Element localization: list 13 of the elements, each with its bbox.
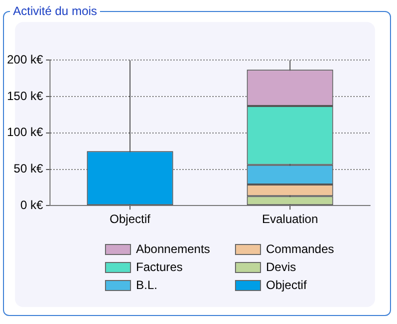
legend-label: Objectif: [266, 278, 307, 292]
y-tick-label: 50 k€: [14, 162, 44, 176]
chart-title: Activité du mois: [10, 4, 100, 18]
legend-label: Factures: [136, 260, 183, 274]
legend-label: Commandes: [266, 242, 334, 256]
legend-label: Abonnements: [136, 242, 210, 256]
y-tick-label: 0 k€: [20, 198, 44, 212]
legend-label: B.L.: [136, 278, 158, 292]
x-tick-label: Evaluation: [262, 212, 318, 226]
legend-label: Devis: [266, 260, 296, 274]
y-tick-label: 150 k€: [7, 88, 44, 103]
y-tick-label: 100 k€: [7, 125, 44, 140]
y-tick-label: 200 k€: [7, 52, 44, 67]
